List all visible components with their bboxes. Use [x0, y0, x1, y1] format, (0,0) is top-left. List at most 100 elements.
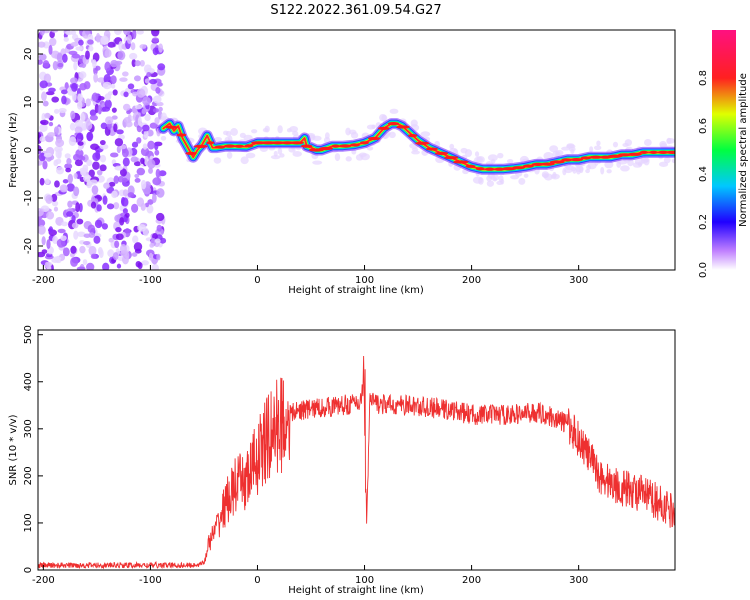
- halo-blob: [160, 135, 167, 141]
- noise-blob: [136, 88, 146, 98]
- noise-blob: [79, 83, 87, 91]
- noise-blob: [156, 253, 161, 261]
- noise-blob: [108, 237, 114, 243]
- x-tick-label: -100: [139, 575, 162, 586]
- halo-blob: [358, 152, 367, 158]
- noise-blob: [39, 30, 45, 36]
- noise-blob: [154, 142, 159, 151]
- x-tick-label: 200: [462, 575, 481, 586]
- halo-blob: [606, 169, 612, 174]
- noise-blob: [88, 245, 97, 256]
- noise-blob: [111, 190, 118, 199]
- halo-blob: [410, 119, 418, 127]
- noise-blob: [61, 221, 68, 227]
- noise-blob: [121, 44, 127, 50]
- halo-blob: [643, 139, 652, 147]
- noise-blob: [156, 188, 165, 198]
- ridge-peak: [290, 141, 304, 145]
- x-tick-label: 100: [355, 575, 374, 586]
- ridge-peak: [360, 141, 370, 145]
- noise-blob: [68, 136, 77, 146]
- snr-plot-area: [38, 356, 675, 570]
- noise-blob: [151, 30, 160, 37]
- noise-blob: [143, 130, 149, 139]
- noise-blob: [38, 53, 47, 61]
- noise-blob: [125, 212, 130, 218]
- halo-blob: [666, 137, 672, 145]
- noise-blob: [103, 182, 110, 189]
- halo-blob: [510, 175, 520, 180]
- noise-blob: [142, 96, 151, 106]
- noise-blob: [127, 192, 135, 198]
- noise-blob: [67, 173, 73, 184]
- noise-blob: [62, 179, 69, 184]
- noise-blob: [88, 45, 94, 52]
- ridge-peak: [512, 166, 526, 170]
- ridge-peak: [485, 167, 495, 171]
- noise-blob: [112, 252, 119, 261]
- noise-blob: [77, 93, 83, 103]
- noise-blob: [114, 240, 120, 249]
- noise-blob: [64, 153, 71, 159]
- colorbar-tick-label: 0.8: [698, 70, 709, 86]
- noise-blob: [54, 180, 60, 188]
- noise-blob: [144, 78, 151, 84]
- noise-blob: [77, 141, 84, 146]
- noise-blob: [131, 203, 139, 213]
- halo-blob: [345, 156, 352, 162]
- noise-blob: [136, 30, 144, 35]
- noise-blob: [90, 253, 97, 259]
- x-tick-label: 0: [254, 575, 260, 586]
- noise-blob: [75, 46, 83, 51]
- colorbar-tick-label: 0.6: [698, 118, 709, 134]
- ridge-peak: [522, 164, 534, 168]
- noise-blob: [93, 73, 98, 83]
- noise-blob: [89, 114, 98, 121]
- noise-blob: [122, 157, 130, 167]
- noise-blob: [133, 75, 141, 82]
- ridge-peak: [234, 144, 245, 148]
- noise-blob: [154, 238, 161, 244]
- noise-blob: [94, 219, 103, 229]
- colorbar-label: Normalized spectral amplitude: [738, 73, 749, 227]
- halo-blob: [498, 175, 504, 183]
- noise-blob: [122, 208, 128, 214]
- noise-blob: [50, 30, 59, 33]
- noise-blob: [122, 189, 129, 197]
- noise-blob: [123, 91, 129, 98]
- noise-blob: [120, 250, 128, 257]
- noise-blob: [70, 41, 79, 47]
- ridge-peak: [271, 141, 285, 145]
- noise-blob: [79, 245, 86, 254]
- halo-blob: [486, 175, 492, 182]
- halo-blob: [214, 136, 222, 142]
- noise-blob: [112, 89, 118, 96]
- noise-blob: [74, 126, 83, 134]
- noise-blob: [104, 49, 112, 58]
- noise-blob: [99, 139, 106, 146]
- halo-blob: [160, 112, 167, 121]
- noise-blob: [48, 226, 54, 234]
- halo-blob: [492, 177, 498, 182]
- halo-blob: [593, 145, 602, 151]
- noise-blob: [75, 149, 84, 158]
- noise-blob: [68, 50, 78, 56]
- ridge-peak: [214, 145, 226, 149]
- y-tick-label: -20: [23, 238, 34, 254]
- noise-blob: [76, 231, 86, 238]
- ridge-peak: [193, 144, 208, 148]
- noise-blob: [39, 177, 45, 186]
- halo-blob: [549, 145, 559, 153]
- noise-blob: [110, 75, 117, 85]
- noise-blob: [114, 138, 124, 147]
- noise-blob: [44, 112, 51, 119]
- noise-blob: [154, 149, 160, 156]
- noise-blob: [74, 159, 83, 167]
- noise-blob: [96, 169, 103, 176]
- noise-blob: [83, 240, 91, 246]
- noise-blob: [60, 89, 68, 95]
- noise-blob: [73, 230, 79, 240]
- noise-blob: [41, 91, 47, 102]
- snr-y-axis-label: SNR (10 * v/v): [8, 414, 19, 485]
